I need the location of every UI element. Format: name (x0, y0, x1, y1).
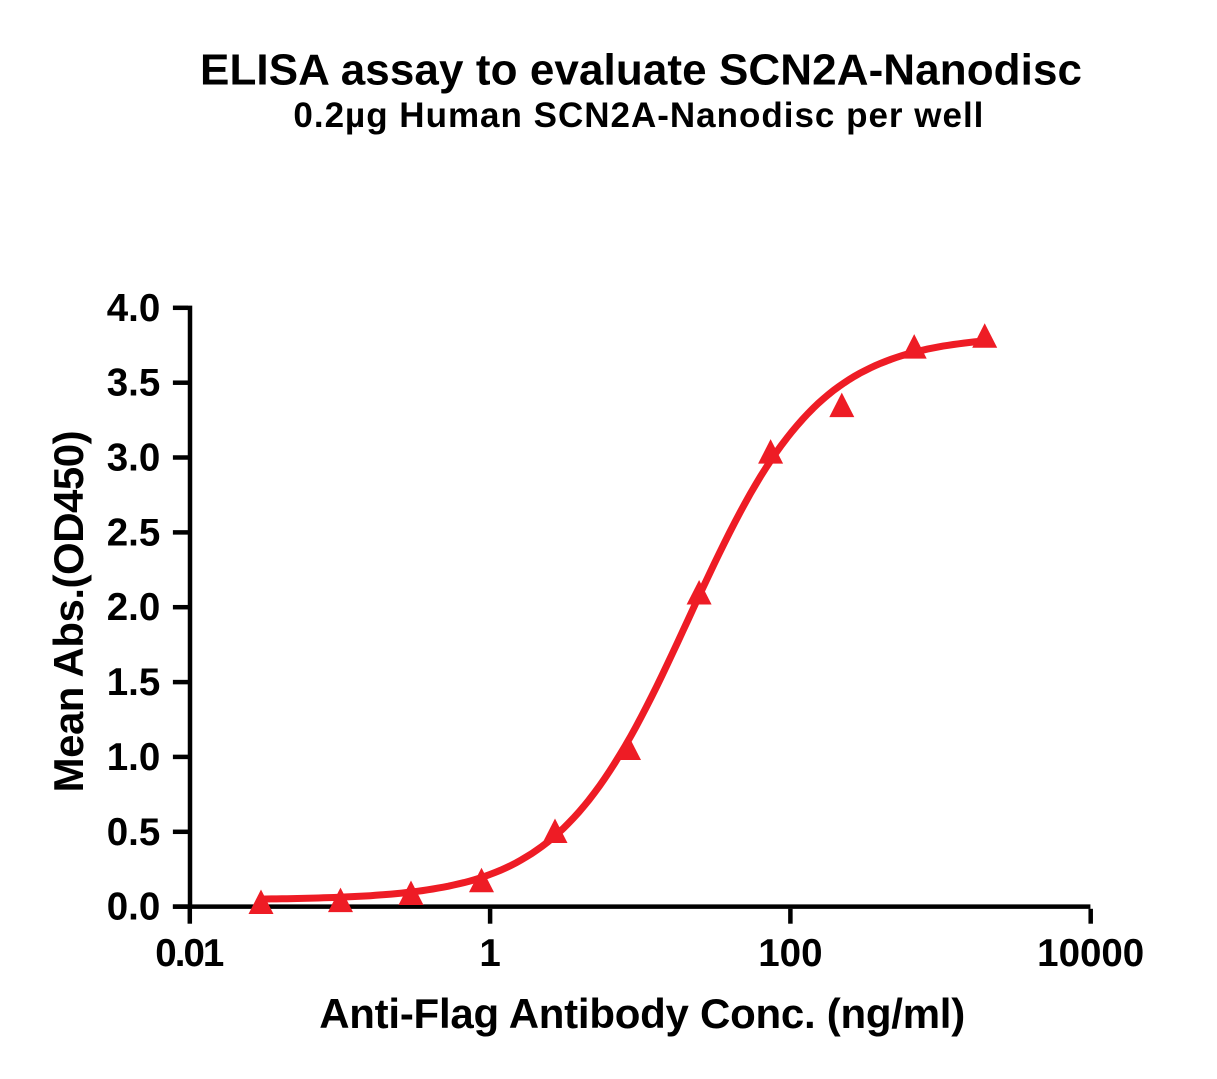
svg-text:4.0: 4.0 (107, 287, 161, 330)
svg-text:1.0: 1.0 (107, 736, 161, 779)
svg-text:Mean Abs.(OD450): Mean Abs.(OD450) (45, 430, 92, 792)
svg-text:0.0: 0.0 (107, 886, 161, 929)
svg-text:3.5: 3.5 (107, 362, 161, 405)
svg-text:1.5: 1.5 (107, 661, 161, 704)
svg-text:100: 100 (758, 932, 822, 975)
svg-text:ELISA assay to evaluate SCN2A-: ELISA assay to evaluate SCN2A-Nanodisc (200, 46, 1082, 95)
svg-text:0.01: 0.01 (155, 932, 224, 975)
svg-text:Anti-Flag Antibody Conc. (ng/m: Anti-Flag Antibody Conc. (ng/ml) (319, 990, 965, 1037)
svg-text:2.0: 2.0 (107, 586, 161, 629)
svg-text:0.5: 0.5 (107, 811, 161, 854)
svg-text:10000: 10000 (1037, 932, 1144, 975)
svg-text:0.2µg Human SCN2A-Nanodisc per: 0.2µg Human SCN2A-Nanodisc per well (293, 96, 983, 135)
svg-text:3.0: 3.0 (107, 437, 161, 480)
svg-text:1: 1 (479, 932, 500, 975)
svg-text:2.5: 2.5 (107, 511, 161, 554)
